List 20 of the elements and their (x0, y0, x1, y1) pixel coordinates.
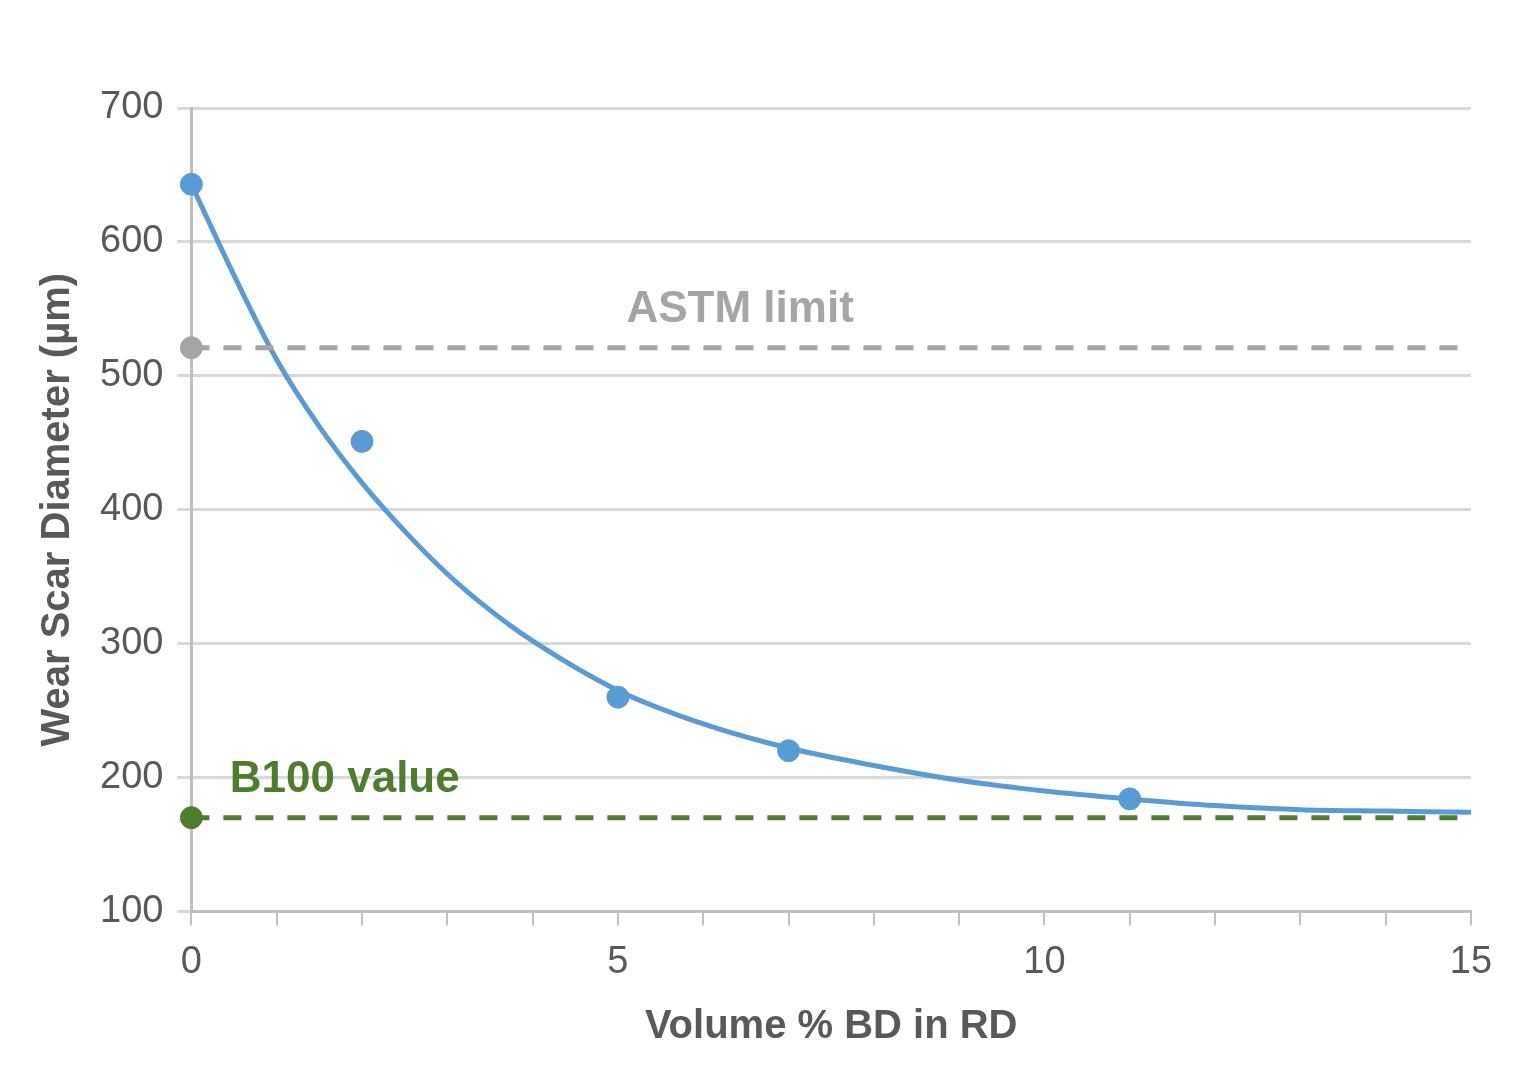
x-tick-label: 10 (1023, 938, 1066, 981)
y-tick-label: 600 (100, 218, 164, 261)
point (1118, 787, 1142, 811)
y-tick-label: 200 (100, 753, 164, 796)
x-tick-label: 0 (180, 938, 202, 981)
point (606, 685, 630, 709)
y-tick-label: 700 (100, 84, 164, 127)
ref-line-label: ASTM limit (626, 281, 855, 331)
y-tick-label: 300 (100, 620, 164, 663)
x-tick-label: 15 (1449, 938, 1493, 981)
point (777, 739, 801, 763)
y-tick-label: 400 (100, 486, 164, 529)
y-tick-label: 100 (100, 887, 164, 930)
x-axis-title: Volume % BD in RD (644, 1002, 1018, 1047)
ref-line-label: B100 value (229, 751, 460, 801)
y-axis-title: Wear Scar Diameter (µm) (33, 272, 78, 747)
point (350, 429, 374, 453)
x-tick-label: 5 (607, 938, 629, 981)
y-tick-label: 500 (100, 352, 164, 395)
point (179, 172, 203, 196)
